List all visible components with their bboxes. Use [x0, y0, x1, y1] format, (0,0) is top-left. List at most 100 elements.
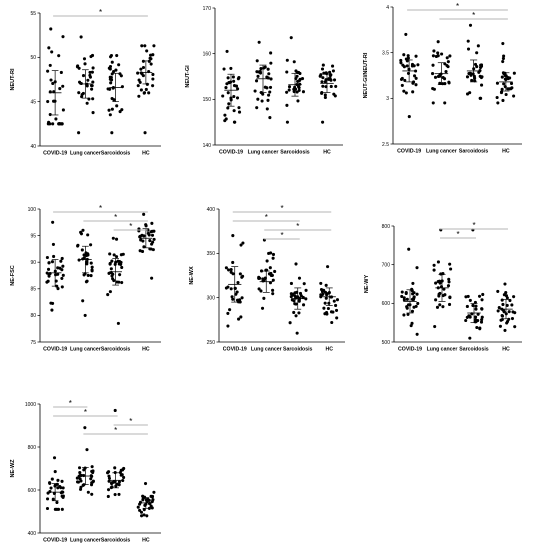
data-point — [89, 243, 93, 247]
data-point — [237, 76, 241, 80]
data-point — [267, 72, 271, 76]
data-point — [150, 242, 154, 246]
data-point — [47, 46, 51, 50]
data-point — [322, 306, 326, 310]
data-point — [414, 54, 418, 58]
data-point — [47, 261, 51, 265]
data-point — [501, 59, 505, 64]
data-point — [496, 309, 500, 313]
data-point — [59, 491, 63, 495]
data-point — [323, 95, 327, 100]
data-point — [59, 259, 63, 263]
data-point — [136, 505, 140, 509]
data-point — [406, 312, 410, 316]
data-point — [115, 255, 119, 259]
data-point — [297, 88, 301, 92]
data-point — [334, 303, 338, 308]
data-point — [476, 312, 480, 316]
data-point — [79, 81, 83, 86]
data-point — [89, 274, 93, 278]
data-point — [268, 90, 272, 94]
chart-panel-1: 40 45 50 55 NEUT-RI COVID-19 Lung cancer Sarcoi… — [10, 8, 161, 157]
data-point — [266, 98, 270, 102]
significance-star: * — [114, 426, 117, 435]
data-point — [436, 40, 440, 44]
data-point — [479, 96, 483, 100]
x-tick-label: HC — [502, 347, 510, 353]
x-tick-label: Lung cancer — [426, 149, 457, 155]
y-tick-label: 55 — [30, 11, 36, 17]
data-point — [503, 282, 507, 286]
data-point — [142, 508, 146, 512]
data-point — [107, 476, 111, 480]
data-point — [479, 320, 484, 324]
data-point — [61, 273, 65, 277]
data-point — [110, 97, 114, 101]
data-point — [288, 321, 292, 325]
data-point — [138, 234, 142, 238]
data-point — [495, 95, 499, 100]
data-point — [262, 296, 266, 300]
data-point — [224, 266, 228, 270]
data-point — [91, 111, 95, 115]
data-point — [510, 303, 514, 307]
data-point — [86, 490, 90, 494]
data-point — [138, 500, 143, 504]
data-point — [431, 101, 435, 105]
data-point — [265, 259, 269, 263]
x-tick-label: Lung cancer — [427, 347, 458, 353]
data-point — [434, 298, 438, 302]
data-point — [226, 76, 230, 80]
y-tick-label: 250 — [207, 340, 216, 346]
data-point — [297, 86, 301, 90]
data-point — [236, 281, 240, 285]
data-point — [509, 87, 513, 91]
data-point — [319, 295, 323, 299]
y-tick-label: 45 — [30, 99, 36, 105]
data-point — [147, 498, 151, 502]
data-point — [509, 81, 514, 85]
data-point — [415, 292, 419, 296]
group-hc — [136, 482, 156, 518]
data-point — [227, 268, 231, 272]
data-point — [269, 51, 273, 55]
data-point — [323, 80, 327, 84]
data-point — [49, 486, 53, 490]
data-point — [88, 75, 92, 79]
data-point — [512, 295, 516, 299]
data-point — [405, 64, 409, 68]
data-point — [320, 67, 325, 71]
data-point — [141, 59, 145, 63]
group-sarcoidosis — [464, 228, 485, 340]
data-point — [298, 291, 303, 296]
data-point — [434, 281, 438, 285]
data-point — [468, 23, 473, 27]
data-point — [51, 81, 55, 85]
y-tick-label: 4 — [386, 5, 389, 11]
data-point — [108, 113, 112, 117]
data-point — [45, 497, 50, 501]
data-point — [60, 268, 64, 272]
data-point — [287, 85, 292, 89]
data-point — [110, 481, 114, 485]
data-point — [85, 448, 89, 452]
group-hc — [496, 282, 517, 332]
x-tick-label: HC — [323, 150, 331, 156]
x-tick-label: HC — [142, 347, 150, 353]
data-point — [257, 276, 261, 280]
data-point — [332, 78, 337, 82]
data-point — [138, 249, 142, 253]
data-point — [237, 106, 241, 110]
data-point — [151, 84, 155, 88]
data-point — [47, 274, 51, 278]
data-point — [77, 258, 81, 262]
data-point — [51, 220, 55, 224]
data-point — [226, 311, 230, 315]
data-point — [149, 57, 153, 61]
data-point — [77, 91, 81, 95]
data-point — [300, 77, 305, 81]
chart-panel-7: 400 600 800 1000 NE-WZ COVID-19 Lung cancer Sar… — [10, 399, 161, 544]
data-point — [464, 295, 468, 299]
data-point — [335, 316, 339, 320]
significance-star: * — [129, 222, 132, 231]
